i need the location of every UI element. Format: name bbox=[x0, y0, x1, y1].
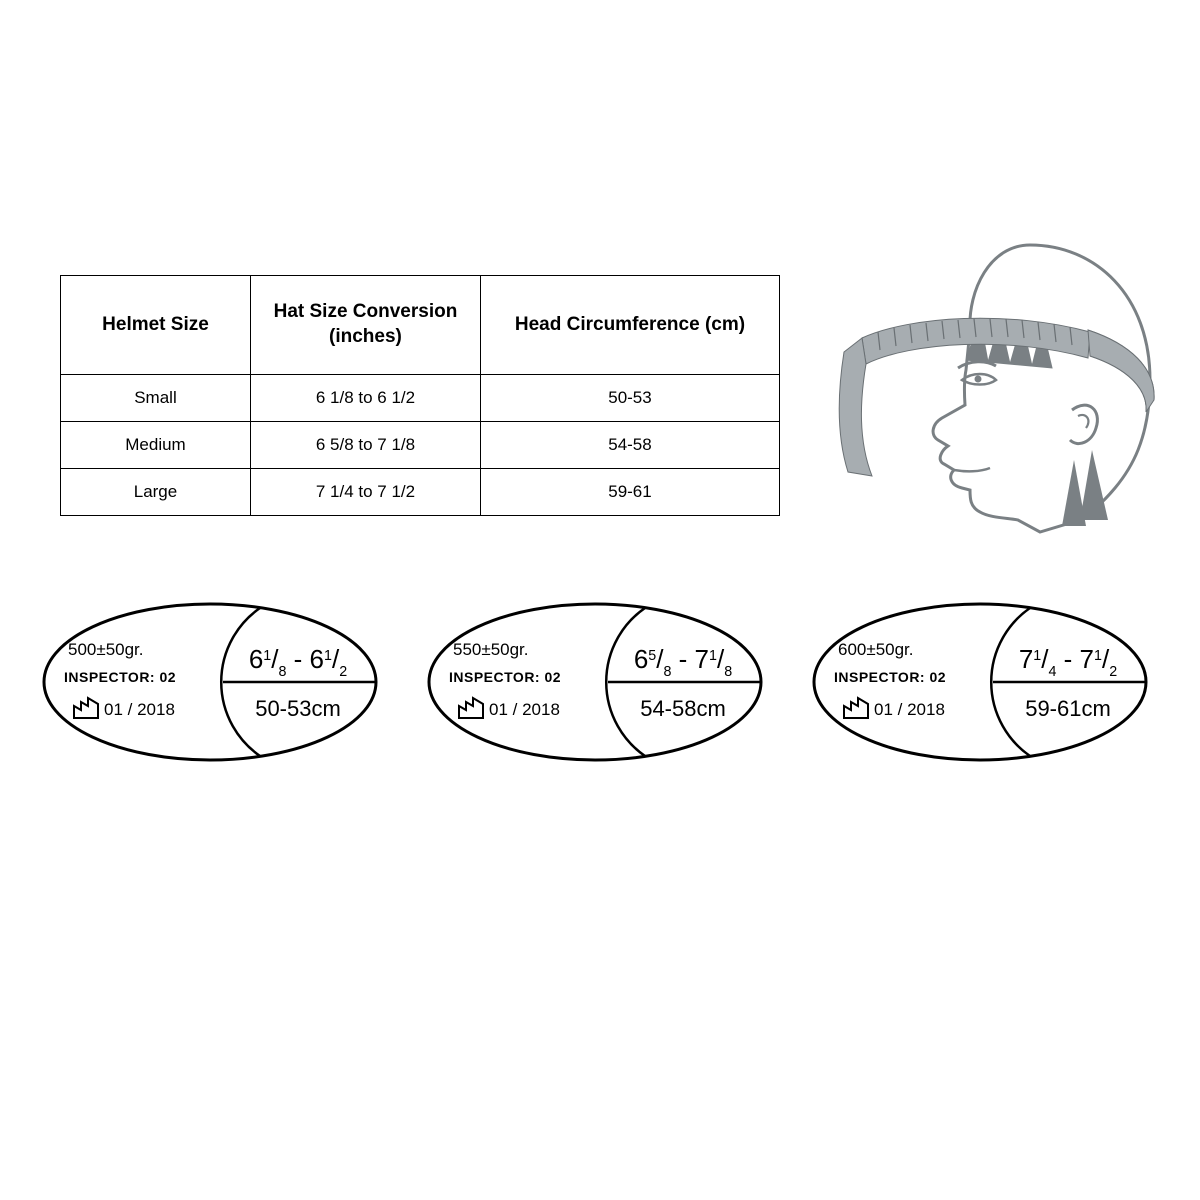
size-stamp-large: 600±50gr. INSPECTOR: 02 01 / 2018 71/4 -… bbox=[810, 600, 1160, 765]
stamp-cm: 50-53cm bbox=[255, 696, 341, 721]
head-measurement-illustration bbox=[830, 220, 1170, 540]
cell-hat: 6 1/8 to 6 1/2 bbox=[250, 375, 480, 422]
stamp-weight: 550±50gr. bbox=[453, 640, 529, 659]
table-row: Small 6 1/8 to 6 1/2 50-53 bbox=[61, 375, 780, 422]
factory-icon bbox=[459, 698, 483, 718]
stamp-date: 01 / 2018 bbox=[104, 700, 175, 719]
col-head-circ: Head Circumference (cm) bbox=[480, 276, 779, 375]
table-header-row: Helmet Size Hat Size Conversion (inches)… bbox=[61, 276, 780, 375]
cell-cm: 59-61 bbox=[480, 469, 779, 516]
stamp-weight: 500±50gr. bbox=[68, 640, 144, 659]
stamp-cm: 59-61cm bbox=[1025, 696, 1111, 721]
cell-size: Small bbox=[61, 375, 251, 422]
size-stamp-medium: 550±50gr. INSPECTOR: 02 01 / 2018 65/8 -… bbox=[425, 600, 775, 765]
cell-hat: 6 5/8 to 7 1/8 bbox=[250, 422, 480, 469]
stamp-weight: 600±50gr. bbox=[838, 640, 914, 659]
size-stamp-small: 500±50gr. INSPECTOR: 02 01 / 2018 61/8 -… bbox=[40, 600, 390, 765]
stamp-date: 01 / 2018 bbox=[874, 700, 945, 719]
stamp-hat-size: 65/8 - 71/8 bbox=[634, 644, 732, 680]
factory-icon bbox=[74, 698, 98, 718]
cell-cm: 50-53 bbox=[480, 375, 779, 422]
size-stamps-row: 500±50gr. INSPECTOR: 02 01 / 2018 61/8 -… bbox=[40, 600, 1160, 765]
stamp-inspector: INSPECTOR: 02 bbox=[64, 669, 176, 685]
cell-cm: 54-58 bbox=[480, 422, 779, 469]
stamp-inspector: INSPECTOR: 02 bbox=[449, 669, 561, 685]
stamp-hat-size: 71/4 - 71/2 bbox=[1019, 644, 1117, 680]
cell-hat: 7 1/4 to 7 1/2 bbox=[250, 469, 480, 516]
col-hat-size: Hat Size Conversion (inches) bbox=[250, 276, 480, 375]
table-row: Large 7 1/4 to 7 1/2 59-61 bbox=[61, 469, 780, 516]
stamp-hat-size: 61/8 - 61/2 bbox=[249, 644, 347, 680]
stamp-date: 01 / 2018 bbox=[489, 700, 560, 719]
factory-icon bbox=[844, 698, 868, 718]
cell-size: Medium bbox=[61, 422, 251, 469]
stamp-inspector: INSPECTOR: 02 bbox=[834, 669, 946, 685]
table-row: Medium 6 5/8 to 7 1/8 54-58 bbox=[61, 422, 780, 469]
helmet-size-table: Helmet Size Hat Size Conversion (inches)… bbox=[60, 275, 780, 516]
col-helmet-size: Helmet Size bbox=[61, 276, 251, 375]
stamp-cm: 54-58cm bbox=[640, 696, 726, 721]
cell-size: Large bbox=[61, 469, 251, 516]
